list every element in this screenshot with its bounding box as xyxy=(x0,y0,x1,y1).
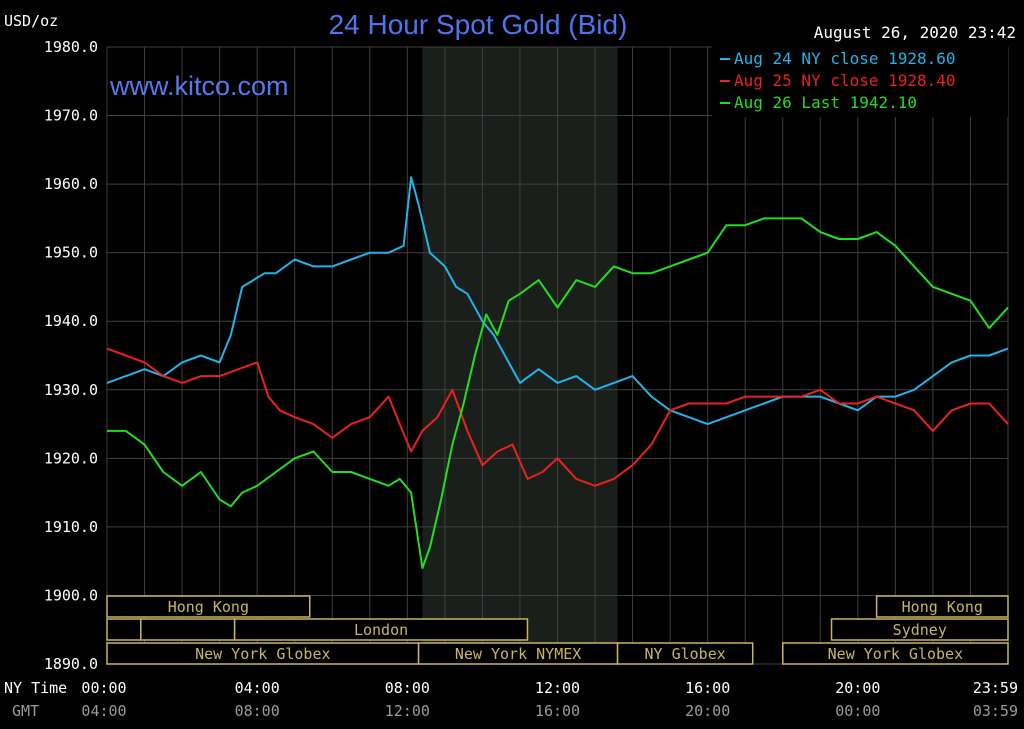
x-tick-labels: 00:00 04:00 04:00 08:00 08:00 12:00 12:00 16:00… xyxy=(81,679,1018,720)
legend-entry: Aug 26 Last 1942.10 xyxy=(734,93,917,112)
x-tick-label-ny: 12:00 xyxy=(535,679,580,697)
y-tick-label: 1910.0 xyxy=(44,518,98,536)
legend-entry: Aug 24 NY close 1928.60 xyxy=(734,49,956,68)
session-label: London xyxy=(354,621,408,639)
x-tick-label-gmt: 03:59 xyxy=(973,702,1018,720)
x-tick-label-gmt: 16:00 xyxy=(535,702,580,720)
session-box xyxy=(106,595,311,618)
session-label: NY Globex xyxy=(645,645,726,663)
session-box xyxy=(782,642,1009,665)
session-label: Hong Kong xyxy=(168,598,249,616)
session-box xyxy=(140,618,236,641)
x-tick-label-gmt: 00:00 xyxy=(835,702,880,720)
x-tick-label-gmt: 20:00 xyxy=(685,702,730,720)
y-tick-label: 1960.0 xyxy=(44,175,98,193)
y-tick-label: 1920.0 xyxy=(44,449,98,467)
session-box xyxy=(106,618,142,641)
chart-timestamp: August 26, 2020 23:42 xyxy=(814,23,1016,42)
y-tick-label: 1930.0 xyxy=(44,381,98,399)
x-tick-label-ny: 00:00 xyxy=(81,679,126,697)
chart-legend: Aug 24 NY close 1928.60 Aug 25 NY close 1… xyxy=(712,45,1008,117)
ny-time-row-label: NY Time xyxy=(4,679,67,697)
kitco-watermark: www.kitco.com xyxy=(109,71,289,101)
x-tick-label-ny: 08:00 xyxy=(385,679,430,697)
session-box xyxy=(616,642,754,665)
x-tick-label-ny: 16:00 xyxy=(685,679,730,697)
gmt-row-label: GMT xyxy=(12,702,39,720)
x-tick-label-gmt: 12:00 xyxy=(385,702,430,720)
y-tick-label: 1970.0 xyxy=(44,107,98,125)
y-tick-labels: 1980.0 1970.0 1960.0 1950.0 1940.0 1930.0 1920… xyxy=(44,38,98,673)
session-label: Sydney xyxy=(893,621,947,639)
series-line xyxy=(106,347,1009,487)
y-tick-label: 1940.0 xyxy=(44,312,98,330)
y-tick-label: 1900.0 xyxy=(44,586,98,604)
legend-entry: Aug 25 NY close 1928.40 xyxy=(734,71,956,90)
chart-title: 24 Hour Spot Gold (Bid) xyxy=(329,9,628,40)
session-label: New York Globex xyxy=(828,645,963,663)
x-tick-label-gmt: 08:00 xyxy=(235,702,280,720)
x-tick-label-gmt: 04:00 xyxy=(81,702,126,720)
x-tick-label-ny: 20:00 xyxy=(835,679,880,697)
session-box xyxy=(875,595,1009,618)
y-tick-label: 1980.0 xyxy=(44,38,98,56)
series-lines xyxy=(106,176,1009,569)
series-line xyxy=(107,217,1009,569)
x-tick-label-ny: 23:59 xyxy=(973,679,1018,697)
session-box xyxy=(830,618,1009,641)
session-label: New York Globex xyxy=(195,645,330,663)
session-label: Hong Kong xyxy=(902,598,983,616)
y-tick-label: 1890.0 xyxy=(44,655,98,673)
y-tick-label: 1950.0 xyxy=(44,244,98,262)
session-label: New York NYMEX xyxy=(455,645,581,663)
legend-box xyxy=(712,45,1008,117)
y-axis-unit-label: USD/oz xyxy=(4,12,58,30)
session-bars: Hong Kong Hong Kong London Sydney New York G… xyxy=(106,595,1009,665)
session-box xyxy=(233,618,529,641)
x-tick-label-ny: 04:00 xyxy=(235,679,280,697)
